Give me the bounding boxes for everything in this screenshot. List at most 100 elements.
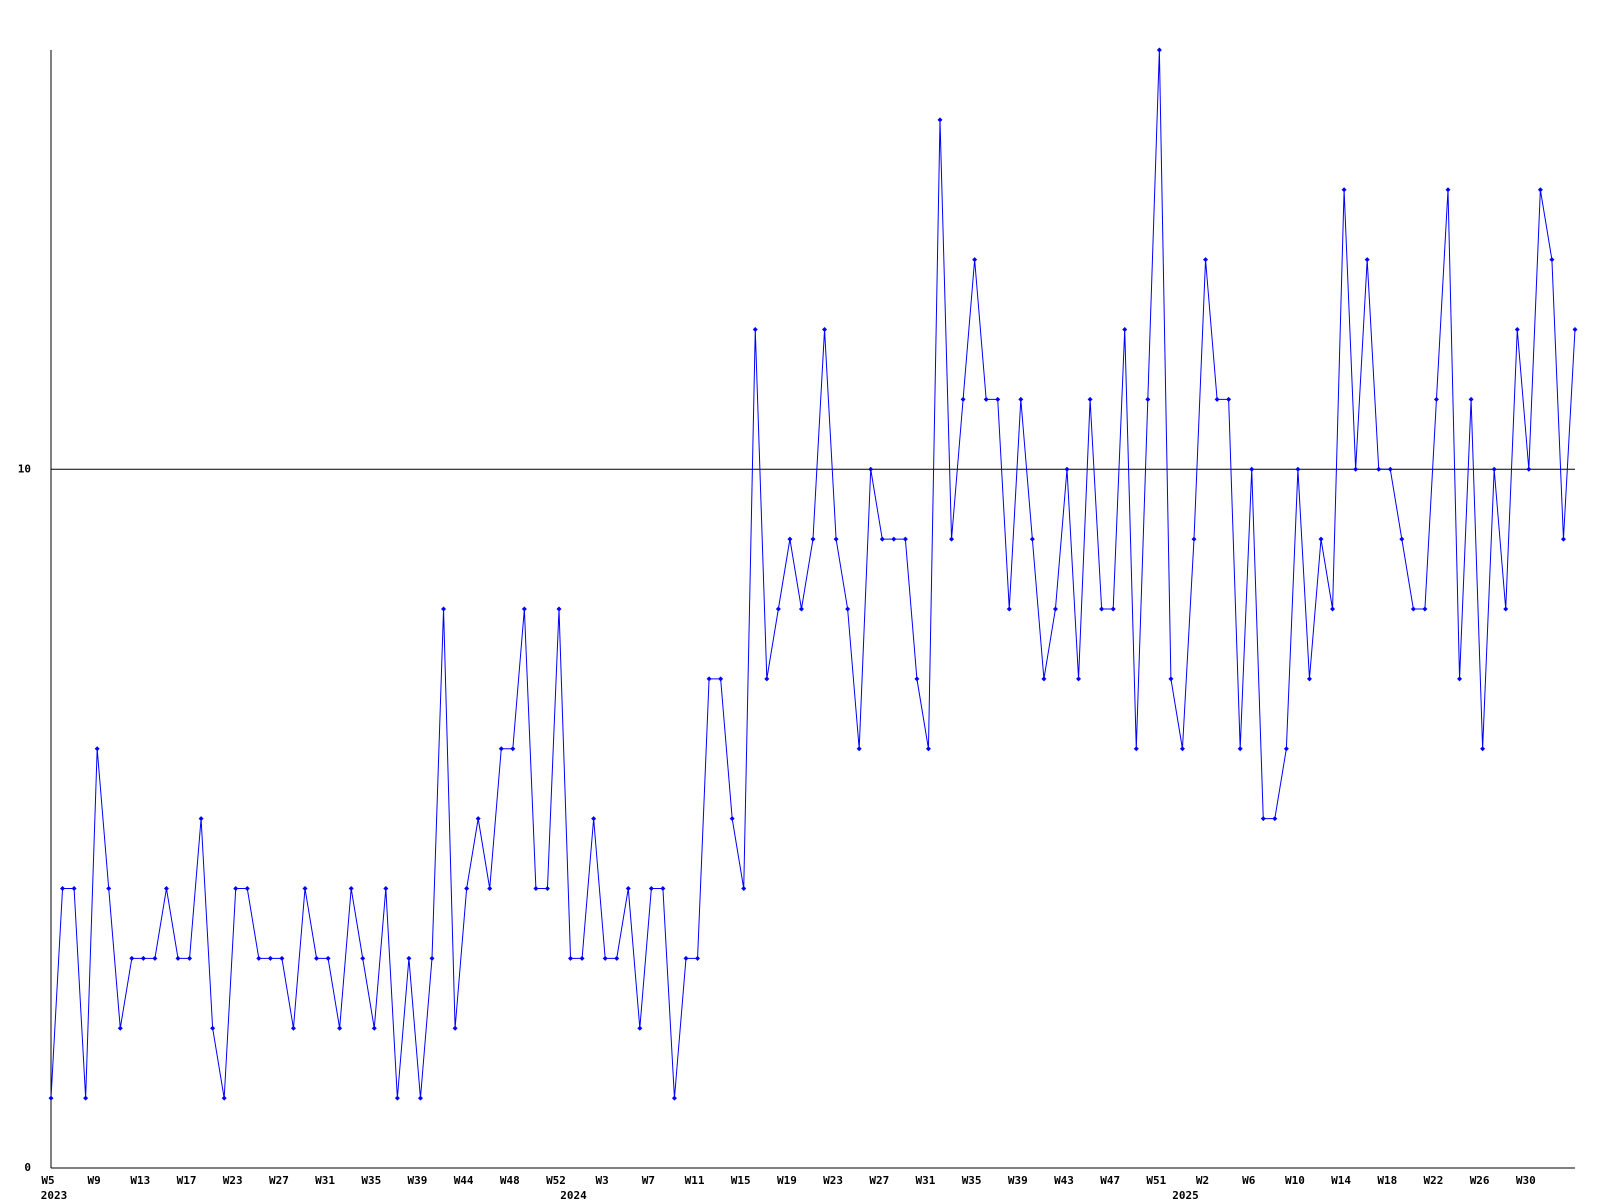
point <box>683 955 689 961</box>
point <box>983 396 989 402</box>
x-tick-label: W13 <box>130 1174 150 1187</box>
point <box>1214 396 1220 402</box>
point <box>487 886 493 891</box>
point <box>510 746 516 752</box>
point <box>314 955 320 961</box>
x-tick-label: W43 <box>1054 1174 1074 1187</box>
point <box>94 746 100 752</box>
point <box>891 536 897 542</box>
point <box>556 606 562 612</box>
x-tick-label: W23 <box>223 1174 243 1187</box>
point <box>1272 816 1278 822</box>
point <box>1110 606 1116 612</box>
point <box>902 536 908 542</box>
point <box>383 886 389 891</box>
point <box>729 816 735 822</box>
point <box>1341 187 1347 193</box>
point <box>625 886 631 891</box>
x-tick-label: W23 <box>823 1174 843 1187</box>
point <box>591 816 597 822</box>
point <box>1457 676 1463 682</box>
x-tick-label: W52 <box>546 1174 566 1187</box>
point <box>1330 606 1336 612</box>
point <box>452 1025 458 1031</box>
point <box>279 955 285 961</box>
point <box>1041 676 1047 682</box>
year-label: 2023 <box>41 1189 68 1200</box>
point <box>995 396 1001 402</box>
point <box>718 676 724 682</box>
x-tick-label: W3 <box>596 1174 609 1187</box>
point <box>71 886 77 891</box>
x-tick-label: W9 <box>88 1174 101 1187</box>
x-tick-label: W2 <box>1196 1174 1209 1187</box>
point <box>1226 396 1232 402</box>
point <box>764 676 770 682</box>
point <box>1260 816 1266 822</box>
x-tick-label: W22 <box>1424 1174 1444 1187</box>
point <box>1295 466 1301 472</box>
point <box>1087 396 1093 402</box>
x-tick-label: W5 <box>41 1174 54 1187</box>
x-tick-label: W44 <box>454 1174 474 1187</box>
point <box>233 886 239 891</box>
point <box>925 746 931 752</box>
point <box>949 536 955 542</box>
point <box>614 955 620 961</box>
point <box>60 886 66 891</box>
point <box>371 1025 377 1031</box>
point <box>960 396 966 402</box>
point <box>152 955 158 961</box>
point <box>1179 746 1185 752</box>
point <box>845 606 851 612</box>
point <box>1318 536 1324 542</box>
point <box>1387 466 1393 472</box>
point <box>752 327 758 332</box>
point <box>1364 257 1370 263</box>
point <box>1353 466 1359 472</box>
x-tick-label: W26 <box>1470 1174 1490 1187</box>
point <box>244 886 250 891</box>
x-tick-label: W10 <box>1285 1174 1305 1187</box>
point <box>1514 327 1520 332</box>
point <box>637 1025 643 1031</box>
point <box>129 955 135 961</box>
x-tick-label: W15 <box>731 1174 751 1187</box>
point <box>1491 466 1497 472</box>
point <box>1076 676 1082 682</box>
point <box>256 955 262 961</box>
point <box>822 327 828 332</box>
point <box>83 1095 89 1101</box>
point <box>602 955 608 961</box>
point <box>348 886 354 891</box>
point <box>1249 466 1255 472</box>
point <box>1052 606 1058 612</box>
point <box>1122 327 1128 332</box>
point <box>1399 536 1405 542</box>
x-tick-label: W48 <box>500 1174 520 1187</box>
point <box>1006 606 1012 612</box>
point <box>417 1095 423 1101</box>
point <box>106 886 112 891</box>
point <box>648 886 654 891</box>
x-tick-label: W30 <box>1516 1174 1536 1187</box>
point <box>441 606 447 612</box>
point <box>1526 466 1532 472</box>
point <box>1410 606 1416 612</box>
point <box>337 1025 343 1031</box>
point <box>464 886 470 891</box>
point <box>406 955 412 961</box>
point <box>1029 536 1035 542</box>
x-tick-label: W31 <box>315 1174 335 1187</box>
point <box>290 1025 296 1031</box>
point <box>1283 746 1289 752</box>
point <box>1306 676 1312 682</box>
x-tick-label: W7 <box>642 1174 655 1187</box>
y-tick-label: 10 <box>18 462 31 475</box>
year-label: 2024 <box>560 1189 587 1200</box>
point <box>1064 466 1070 472</box>
point <box>221 1095 227 1101</box>
point <box>475 816 481 822</box>
point <box>140 955 146 961</box>
